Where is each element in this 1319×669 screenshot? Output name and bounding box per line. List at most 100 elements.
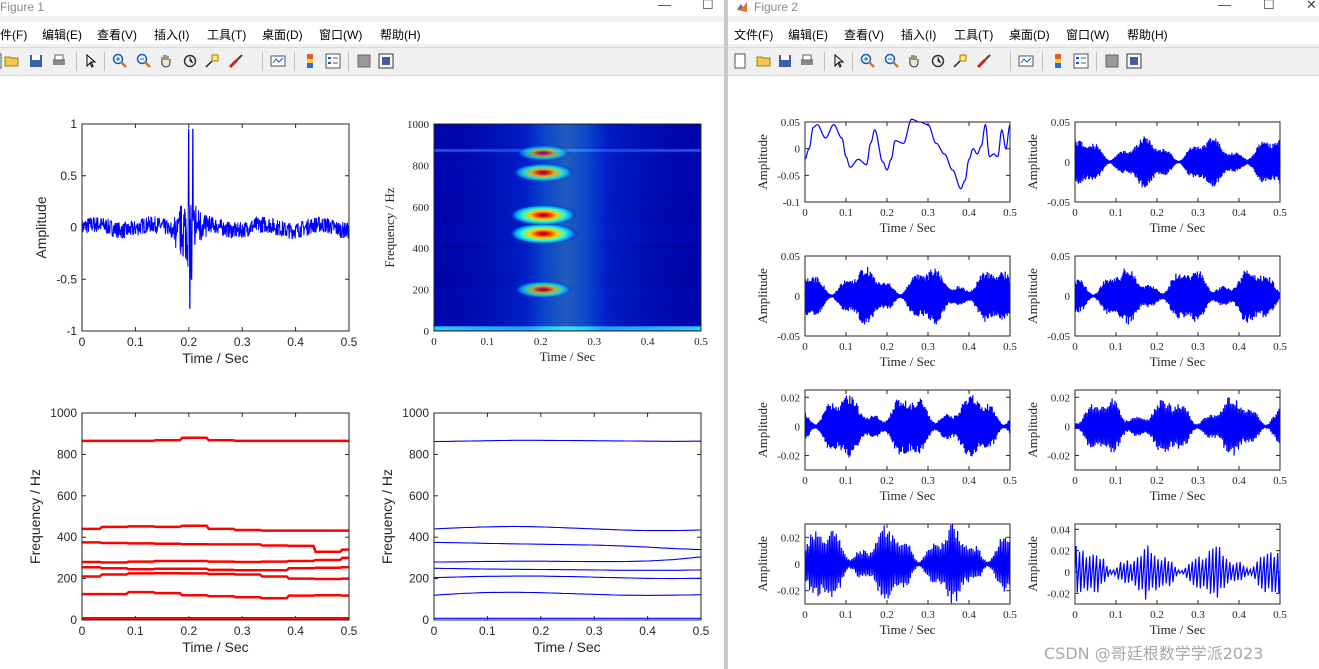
y-tick-label: 0 [1065,291,1071,303]
x-tick-label: 0.1 [127,624,144,638]
menu-file[interactable]: 文件(F) [734,28,774,42]
zoom-in-icon[interactable] [112,53,128,69]
y-tick-label: 0 [795,559,801,571]
x-tick-label: 0.5 [694,336,708,348]
y-axis-label: Amplitude [1025,134,1040,190]
hide-plot-tools-icon[interactable] [1104,53,1120,69]
y-tick-label: 0 [70,613,77,627]
x-tick-label: 0.1 [839,475,853,487]
menu-insert[interactable]: 插入(I) [901,28,937,42]
x-tick-label: 0.3 [921,609,935,621]
colorbar-icon[interactable] [1050,53,1066,69]
x-tick-label: 0.4 [962,609,976,621]
x-tick-label: 0.4 [1232,475,1246,487]
axes-frame [433,412,702,621]
link-plot-icon[interactable] [270,53,286,69]
rotate-3d-icon[interactable] [182,53,198,69]
y-tick-label: -0.1 [783,197,800,209]
print-icon[interactable] [799,53,815,69]
maximize-icon[interactable]: ☐ [702,0,714,12]
select-arrow-icon[interactable] [83,53,99,69]
x-axis-label: Time / Sec [1150,354,1206,369]
x-tick-label: 0.3 [587,336,601,348]
legend-icon[interactable] [325,53,341,69]
menu-bar: 文件(F) 编辑(E) 查看(V) 插入(I) 工具(T) 桌面(D) 窗口(W… [728,22,1319,44]
y-axis-label: Frequency / Hz [379,469,395,564]
open-folder-icon[interactable] [4,53,20,69]
brush-icon[interactable] [976,53,992,69]
print-icon[interactable] [51,53,67,69]
x-tick-label: 0.4 [1232,207,1246,219]
y-tick-label: 200 [57,572,77,586]
menu-tools[interactable]: 工具(T) [207,28,247,42]
minimize-icon[interactable]: — [658,0,671,12]
y-tick-label: -0.05 [777,331,800,343]
frequency-ridge-7 [82,590,349,600]
menu-edit[interactable]: 编辑(E) [788,28,828,42]
close-icon[interactable]: ✕ [1306,0,1317,12]
plot-area[interactable] [434,413,701,620]
y-tick-label: -0.02 [777,586,800,598]
brush-icon[interactable] [228,53,244,69]
show-plot-tools-icon[interactable] [1126,53,1142,69]
y-tick-label: 0 [424,326,430,338]
x-tick-label: 0.4 [287,335,304,349]
axes-frame [81,123,350,332]
zoom-in-icon[interactable] [860,53,876,69]
y-tick-label: 0 [1065,567,1071,579]
window-title: Figure 2 [754,0,799,14]
show-plot-tools-icon[interactable] [378,53,394,69]
new-file-icon[interactable] [0,53,4,69]
x-tick-label: 0.5 [1003,341,1017,353]
plot-area[interactable] [82,413,349,620]
hide-plot-tools-icon[interactable] [356,53,372,69]
x-tick-label: 0.2 [1150,207,1164,219]
maximize-icon[interactable]: ☐ [1263,0,1275,12]
zoom-out-icon[interactable] [136,53,152,69]
y-tick-label: 0.5 [60,169,77,183]
y-tick-label: 0 [795,291,801,303]
data-cursor-icon[interactable] [204,53,220,69]
rotate-3d-icon[interactable] [930,53,946,69]
legend-icon[interactable] [1073,53,1089,69]
save-icon[interactable] [28,53,44,69]
pan-hand-icon[interactable] [906,53,922,69]
x-tick-label: 0.4 [641,336,655,348]
x-tick-label: 0 [431,624,438,638]
toolbar-separator [76,52,77,71]
select-arrow-icon[interactable] [831,53,847,69]
link-plot-icon[interactable] [1018,53,1034,69]
x-tick-label: 0.4 [1232,609,1246,621]
toolbar-separator [1042,52,1043,71]
toolbar [728,47,1319,76]
menu-desktop[interactable]: 桌面(D) [1009,28,1050,42]
menu-view[interactable]: 查看(V) [844,28,884,42]
menu-window[interactable]: 窗口(W) [1066,28,1110,42]
minimize-icon[interactable]: — [1218,0,1231,12]
title-bar: Figure 1 — ☐ [0,0,724,16]
y-tick-label: 1000 [402,406,429,420]
new-file-icon[interactable] [732,53,748,69]
save-icon[interactable] [777,53,793,69]
x-tick-label: 0.2 [880,609,894,621]
zoom-out-icon[interactable] [884,53,900,69]
spectrogram-hotspot [508,204,579,226]
axes-frame [804,389,1011,471]
toolbar-separator [1010,52,1011,71]
data-cursor-icon[interactable] [952,53,968,69]
menu-window[interactable]: 窗口(W) [319,28,363,42]
menu-edit[interactable]: 编辑(E) [42,28,82,42]
menu-help[interactable]: 帮助(H) [1127,28,1168,42]
menu-tools[interactable]: 工具(T) [954,28,994,42]
y-axis-label: Amplitude [1025,268,1040,324]
pan-hand-icon[interactable] [158,53,174,69]
x-tick-label: 0.5 [1273,475,1287,487]
menu-desktop[interactable]: 桌面(D) [262,28,303,42]
open-folder-icon[interactable] [756,53,772,69]
menu-view[interactable]: 查看(V) [97,28,137,42]
menu-help[interactable]: 帮助(H) [380,28,421,42]
colorbar-icon[interactable] [302,53,318,69]
menu-file[interactable]: 件(F) [0,28,28,42]
plot-area[interactable] [1075,524,1280,604]
menu-insert[interactable]: 插入(I) [154,28,190,42]
